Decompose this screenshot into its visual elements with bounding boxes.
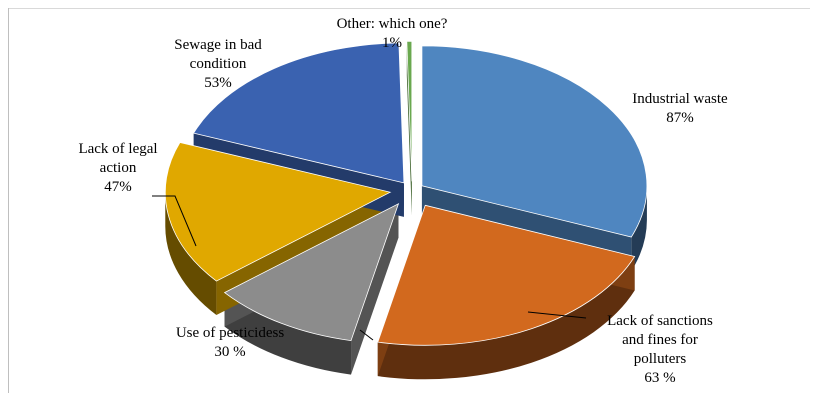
pie-slice-side-0 xyxy=(631,185,647,272)
leader-line-1 xyxy=(527,311,587,319)
pie-slice-5 xyxy=(406,40,413,182)
pie-slice-4 xyxy=(192,42,405,184)
pie-slice-side-2 xyxy=(224,292,352,375)
chart-frame-left xyxy=(8,8,9,393)
pie-slice-side-3 xyxy=(165,192,217,316)
data-label-3: Lack of legal action 47% xyxy=(78,141,157,195)
leader-line-2 xyxy=(359,329,374,341)
pie-slice-0 xyxy=(421,45,648,238)
data-label-5: Other: which one? 1% xyxy=(337,16,448,51)
pie-slice-1 xyxy=(377,204,636,346)
data-label-4: Sewage in bad condition 53% xyxy=(174,37,262,91)
pie-slice-2 xyxy=(223,202,400,342)
pie-slice-3 xyxy=(164,141,392,282)
data-label-2: Use of pesticidess 30 % xyxy=(176,325,284,360)
leader-line-0 xyxy=(152,195,197,247)
pie-slice-side-1 xyxy=(377,256,635,380)
chart-frame-top xyxy=(8,8,810,9)
data-label-1: Lack of sanctions and fines for polluters 6… xyxy=(607,313,713,386)
data-label-0: Industrial waste 87% xyxy=(632,91,728,126)
